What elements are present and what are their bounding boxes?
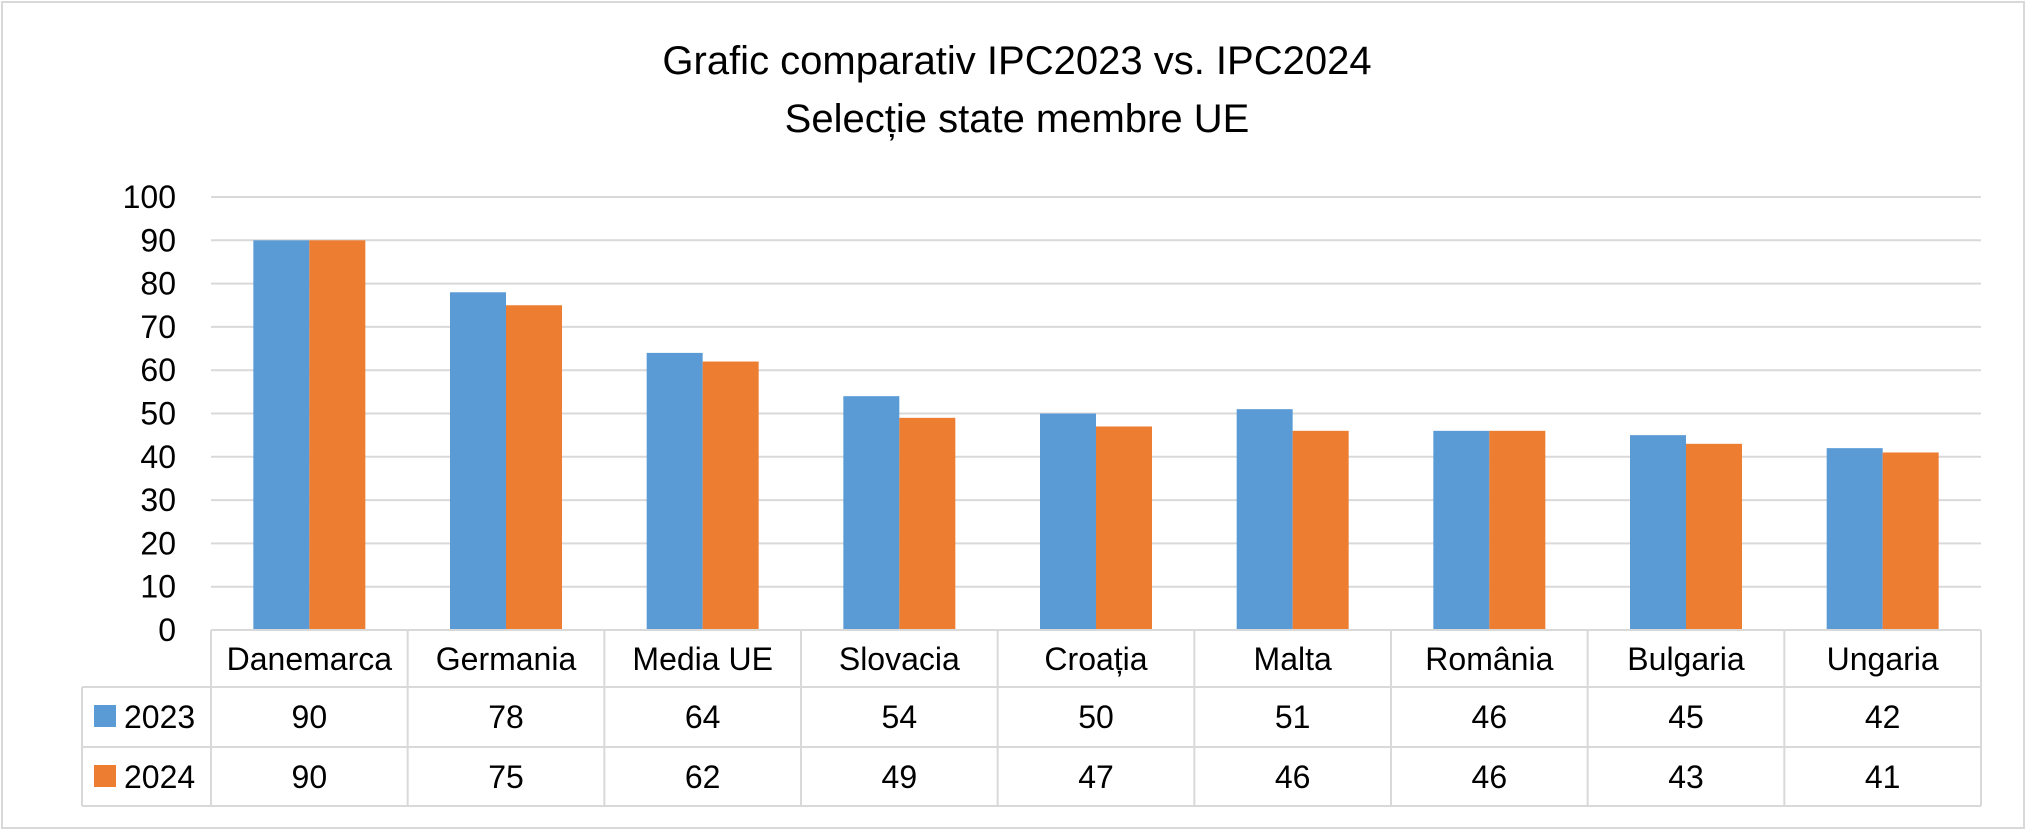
y-tick-label-20: 20 — [140, 525, 176, 561]
y-tick-label-30: 30 — [140, 482, 176, 518]
y-tick-label-40: 40 — [140, 439, 176, 475]
table-value-2023-romania: 46 — [1472, 699, 1508, 735]
y-axis-ticks: 0 10 20 30 40 50 60 70 80 90 100 — [123, 179, 176, 648]
bar-layer — [253, 240, 1939, 631]
table-value-2024-romania: 46 — [1472, 759, 1508, 795]
table-value-2023-malta: 51 — [1275, 699, 1311, 735]
chart-title: Grafic comparativ IPC2023 vs. IPC2024 — [662, 39, 1371, 83]
bar-2024-slovacia — [899, 417, 956, 630]
y-tick-label-100: 100 — [123, 179, 176, 215]
bar-2023-media-ue — [646, 352, 703, 630]
category-label-ungaria: Ungaria — [1827, 641, 1939, 677]
table-value-2024-croatia: 47 — [1078, 759, 1114, 795]
chart-subtitle: Selecție state membre UE — [785, 97, 1250, 141]
y-tick-label-50: 50 — [140, 396, 176, 432]
bar-2024-croatia — [1096, 426, 1152, 630]
bar-2023-ungaria — [1826, 448, 1883, 630]
table-value-2024-malta: 46 — [1275, 759, 1311, 795]
table-value-2024-ungaria: 41 — [1865, 759, 1901, 795]
y-tick-label-0: 0 — [158, 612, 176, 648]
table-value-2023-slovacia: 54 — [882, 699, 918, 735]
bar-2024-malta — [1292, 430, 1349, 630]
bar-2024-germania — [506, 305, 562, 630]
table-value-2023-bulgaria: 45 — [1668, 699, 1704, 735]
table-value-2024-slovacia: 49 — [882, 759, 918, 795]
y-tick-label-70: 70 — [140, 309, 176, 345]
table-value-2023-media-ue: 64 — [685, 699, 721, 735]
category-label-malta: Malta — [1254, 641, 1332, 677]
bar-2023-slovacia — [843, 396, 900, 630]
y-tick-label-90: 90 — [140, 222, 176, 258]
bar-2024-romania — [1489, 430, 1546, 630]
legend-label-2023: 2023 — [124, 699, 195, 735]
bar-2024-danemarca — [309, 240, 366, 631]
legend-key-2024 — [94, 765, 116, 787]
bar-2023-malta — [1236, 409, 1293, 630]
legend-label-2024: 2024 — [124, 759, 195, 795]
category-label-romania: România — [1425, 641, 1553, 677]
category-label-slovacia: Slovacia — [839, 641, 960, 677]
table-value-2024-germania: 75 — [488, 759, 524, 795]
category-label-croatia: Croația — [1044, 641, 1147, 677]
category-label-bulgaria: Bulgaria — [1627, 641, 1745, 677]
legend-key-2023 — [94, 705, 116, 727]
bar-2023-bulgaria — [1630, 435, 1686, 630]
bar-2023-danemarca — [253, 240, 310, 631]
table-value-2024-media-ue: 62 — [685, 759, 721, 795]
category-label-germania: Germania — [436, 641, 577, 677]
y-tick-label-60: 60 — [140, 352, 176, 388]
category-label-media-ue: Media UE — [632, 641, 773, 677]
y-tick-label-10: 10 — [140, 569, 176, 605]
data-table: Danemarca Germania Media UE Slovacia Croația… — [81, 629, 1982, 807]
y-tick-label-80: 80 — [140, 266, 176, 302]
bar-2023-romania — [1433, 430, 1490, 630]
bar-2024-bulgaria — [1686, 443, 1742, 630]
table-value-2023-croatia: 50 — [1078, 699, 1114, 735]
bar-2023-germania — [450, 292, 506, 630]
table-value-2024-danemarca: 90 — [292, 759, 328, 795]
table-value-2023-ungaria: 42 — [1865, 699, 1901, 735]
category-label-danemarca: Danemarca — [227, 641, 393, 677]
bar-2024-ungaria — [1882, 452, 1939, 630]
table-value-2023-danemarca: 90 — [292, 699, 328, 735]
table-value-2023-germania: 78 — [488, 699, 524, 735]
bar-2024-media-ue — [702, 361, 759, 630]
bar-2023-croatia — [1040, 413, 1096, 630]
table-value-2024-bulgaria: 43 — [1668, 759, 1704, 795]
